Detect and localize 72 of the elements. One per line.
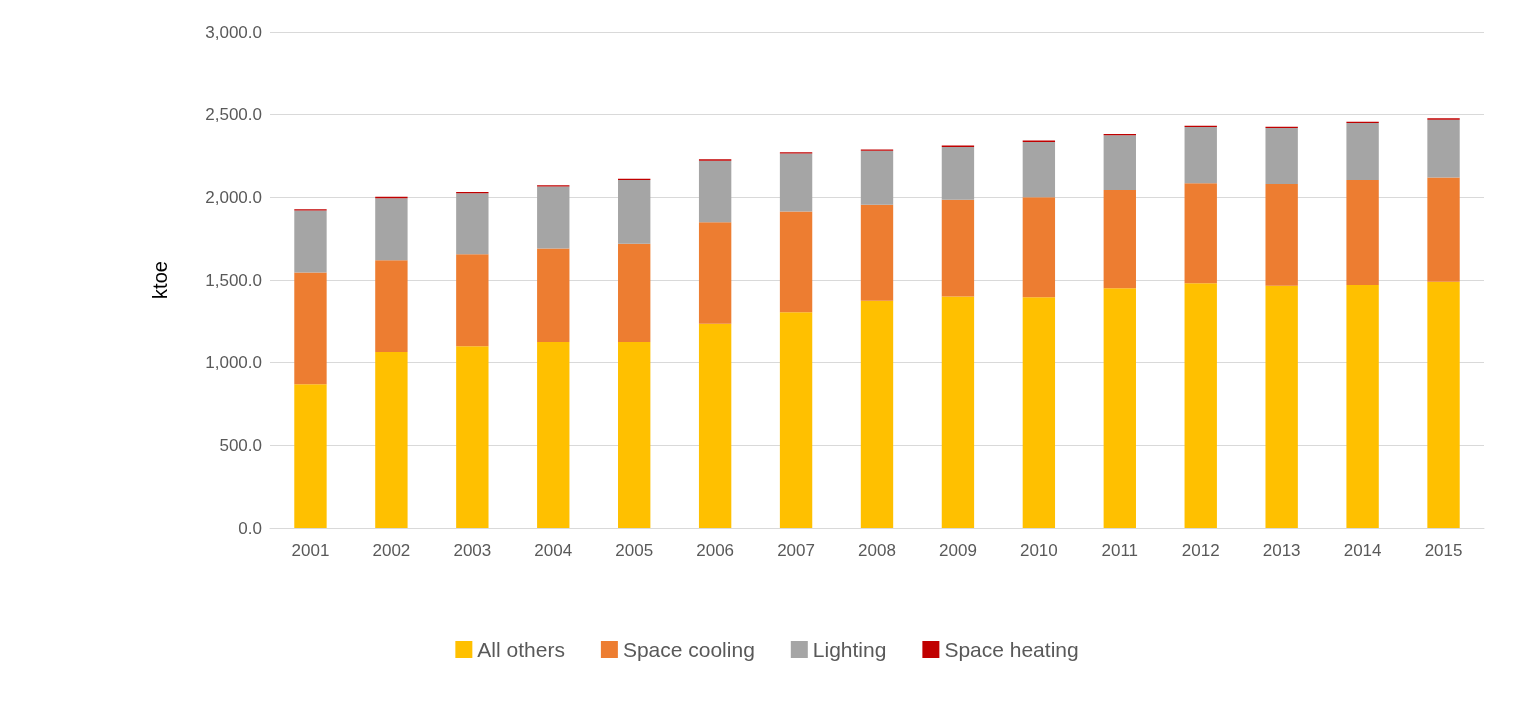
bar [1427, 119, 1460, 178]
bar [1022, 197, 1056, 298]
bar [1265, 127, 1298, 185]
bar [537, 342, 570, 528]
bar [456, 193, 489, 255]
x-tick-label: 2013 [1262, 541, 1301, 560]
legend-label: Space cooling [622, 638, 755, 661]
x-tick-label: 2012 [1181, 541, 1220, 560]
x-tick-label: 2010 [1019, 541, 1058, 560]
x-tick-label: 2006 [696, 541, 735, 560]
bar [1346, 284, 1379, 528]
x-tick-label: 2015 [1424, 541, 1463, 560]
bar [1427, 177, 1460, 282]
bar [618, 342, 651, 528]
bar [537, 186, 570, 249]
y-tick-label: 2,000.0 [205, 187, 262, 207]
bar [941, 199, 975, 297]
x-tick-label: 2004 [534, 541, 573, 560]
legend-label: All others [477, 638, 565, 661]
x-tick-label: 2008 [858, 541, 896, 560]
bar [456, 346, 489, 528]
bar [1184, 283, 1217, 528]
bar [860, 300, 894, 528]
bar [779, 153, 813, 212]
y-tick-label: 1,000.0 [205, 353, 262, 373]
bar [618, 243, 651, 342]
legend-label: Space heating [944, 638, 1079, 661]
bar [698, 323, 732, 528]
bar [618, 179, 651, 244]
bar [1022, 297, 1056, 528]
bar [375, 351, 408, 528]
bar [860, 204, 894, 301]
y-tick-label: 1,500.0 [205, 270, 262, 290]
y-tick-label: 0.0 [238, 518, 262, 538]
bar [1427, 281, 1460, 528]
bar [456, 254, 489, 347]
bar [294, 210, 327, 273]
legend-label: Lighting [812, 638, 887, 661]
bar [1103, 135, 1136, 190]
x-tick-label: 2005 [615, 541, 654, 560]
x-tick-label: 2001 [291, 541, 330, 560]
bar [375, 260, 408, 352]
bar [1022, 141, 1056, 198]
y-tick-label: 2,500.0 [205, 105, 262, 125]
bar [779, 211, 813, 313]
bar [1184, 127, 1217, 184]
bar [294, 272, 327, 385]
bar [860, 150, 894, 205]
bar [941, 146, 975, 200]
y-tick-label: 500.0 [219, 435, 262, 455]
y-axis-title: ktoe [149, 261, 171, 299]
bar [1103, 288, 1136, 528]
bar [698, 160, 732, 223]
bar [294, 384, 327, 528]
bar [1103, 189, 1136, 289]
y-tick-label: 3,000.0 [205, 22, 262, 42]
bar [941, 296, 975, 528]
x-tick-label: 2007 [777, 541, 815, 560]
bar [1265, 285, 1298, 528]
x-tick-label: 2014 [1343, 541, 1382, 560]
x-tick-label: 2011 [1101, 541, 1139, 560]
x-tick-label: 2003 [453, 541, 492, 560]
bar [537, 248, 570, 342]
bar [375, 198, 408, 261]
bar [698, 222, 732, 324]
bar [1184, 183, 1217, 284]
bar [779, 312, 813, 528]
x-tick-label: 2009 [939, 541, 977, 560]
bar [1265, 184, 1298, 286]
bar [1346, 122, 1379, 180]
bar [1346, 179, 1379, 285]
x-tick-label: 2002 [372, 541, 411, 560]
